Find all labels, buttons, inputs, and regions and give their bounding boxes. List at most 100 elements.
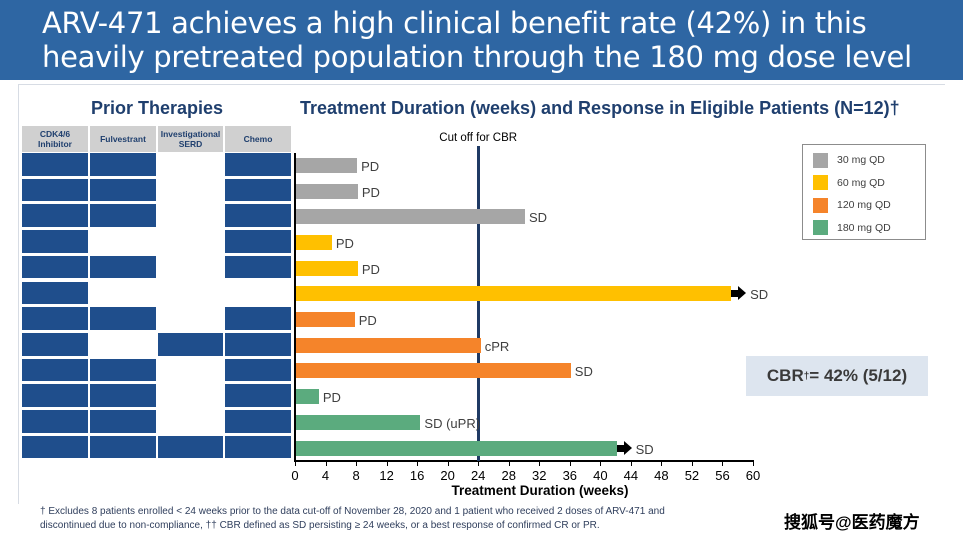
frame-left <box>18 84 19 504</box>
title-band <box>0 0 963 80</box>
prior-column-header: Chemo <box>225 126 291 152</box>
legend-swatch <box>813 197 828 213</box>
legend: 30 mg QD 60 mg QD 120 mg QD 180 mg QD <box>802 144 926 240</box>
prior-therapy-cell <box>22 307 88 330</box>
x-tick-label: 16 <box>409 468 425 483</box>
response-label: SD <box>529 210 548 226</box>
x-tick <box>569 462 571 466</box>
x-tick-label: 36 <box>562 468 578 483</box>
legend-label: 120 mg QD <box>837 199 891 211</box>
x-tick <box>508 462 510 466</box>
x-tick <box>691 462 693 466</box>
prior-therapy-cell <box>90 153 156 176</box>
response-label: cPR <box>484 338 510 354</box>
legend-swatch <box>813 175 828 190</box>
prior-therapy-cell <box>90 435 156 459</box>
duration-bar <box>296 157 358 173</box>
duration-bar <box>296 337 481 353</box>
duration-bar <box>296 234 332 250</box>
x-tick <box>417 462 419 466</box>
prior-therapy-cell <box>225 153 291 176</box>
response-label: PD <box>361 158 380 174</box>
x-tick-label: 56 <box>715 468 730 483</box>
prior-therapy-cell <box>90 255 156 279</box>
prior-column-header: Fulvestrant <box>90 126 156 152</box>
prior-therapy-cell <box>90 410 156 433</box>
response-label: PD <box>335 235 354 251</box>
prior-therapy-cell <box>225 204 291 228</box>
prior-therapy-cell <box>158 332 223 356</box>
prior-therapy-cell <box>225 332 291 356</box>
duration-bar <box>296 414 421 430</box>
prior-therapy-cell <box>22 435 88 459</box>
duration-bar <box>296 183 358 199</box>
x-tick <box>386 462 388 466</box>
footnote: † Excludes 8 patients enrolled < 24 week… <box>40 505 760 533</box>
prior-therapies-title: Prior Therapies <box>90 98 224 118</box>
duration-bar <box>296 440 617 456</box>
x-tick <box>661 462 663 466</box>
prior-column-header: CDK4/6 Inhibitor <box>22 126 88 152</box>
prior-therapy-cell <box>22 255 88 279</box>
prior-therapy-cell <box>90 358 156 382</box>
x-tick <box>295 462 296 466</box>
prior-therapy-cell <box>90 178 156 202</box>
x-tick <box>539 462 541 466</box>
x-tick <box>753 462 754 466</box>
chart-title: Treatment Duration (weeks) and Response … <box>300 98 900 118</box>
response-label: SD <box>574 364 593 380</box>
x-tick-label: 24 <box>470 468 486 483</box>
response-label: PD <box>361 261 380 277</box>
prior-therapy-cell <box>22 178 88 202</box>
prior-therapy-cell <box>90 384 156 407</box>
footnote-line-1: † Excludes 8 patients enrolled < 24 week… <box>40 506 665 517</box>
x-tick-label: 4 <box>321 468 330 483</box>
x-tick <box>356 462 358 466</box>
prior-therapy-cell <box>225 307 291 330</box>
prior-therapy-cell <box>22 358 88 382</box>
prior-therapy-cell <box>225 178 291 202</box>
prior-therapy-cell <box>22 332 88 356</box>
ongoing-arrow-icon <box>731 290 739 298</box>
x-tick-label: 32 <box>532 468 547 483</box>
x-tick-label: 28 <box>501 468 516 483</box>
legend-label: 60 mg QD <box>837 176 885 189</box>
prior-therapy-cell <box>225 230 291 253</box>
prior-therapy-cell <box>22 153 88 176</box>
x-tick <box>630 462 632 466</box>
prior-therapy-cell <box>22 281 88 305</box>
duration-bar <box>296 312 355 328</box>
legend-label: 30 mg QD <box>837 154 885 166</box>
x-tick-label: 8 <box>352 468 360 483</box>
legend-item: 30 mg QD <box>813 152 885 168</box>
cbr-cutoff-line <box>477 146 481 461</box>
x-tick-label: 48 <box>654 468 669 483</box>
duration-bar <box>296 286 732 302</box>
slide-title: ARV-471 achieves a high clinical benefit… <box>42 6 912 74</box>
legend-label: 180 mg QD <box>837 221 891 234</box>
x-tick-label: 0 <box>291 468 299 483</box>
legend-swatch <box>813 152 828 168</box>
duration-bar <box>296 260 358 276</box>
frame-top <box>18 84 945 85</box>
cbr-cutoff-label: Cut off for CBR <box>439 132 518 144</box>
prior-therapy-cell <box>22 384 88 407</box>
prior-therapy-cell <box>225 358 291 382</box>
prior-therapy-cell <box>225 384 291 407</box>
x-tick <box>722 462 724 466</box>
watermark: 搜狐号@医药魔方 <box>784 513 920 532</box>
legend-item: 120 mg QD <box>813 197 891 213</box>
x-tick <box>600 462 602 466</box>
x-tick <box>478 462 480 466</box>
y-axis <box>294 153 296 461</box>
x-axis-title: Treatment Duration (weeks) <box>451 483 629 498</box>
response-label: SD <box>635 441 654 457</box>
prior-therapy-cell <box>225 435 291 459</box>
duration-bar <box>296 389 319 405</box>
x-axis <box>294 460 754 462</box>
legend-item: 180 mg QD <box>813 220 891 236</box>
prior-therapy-cell <box>225 255 291 279</box>
duration-bar <box>296 363 571 379</box>
cbr-mark: † <box>803 370 810 382</box>
